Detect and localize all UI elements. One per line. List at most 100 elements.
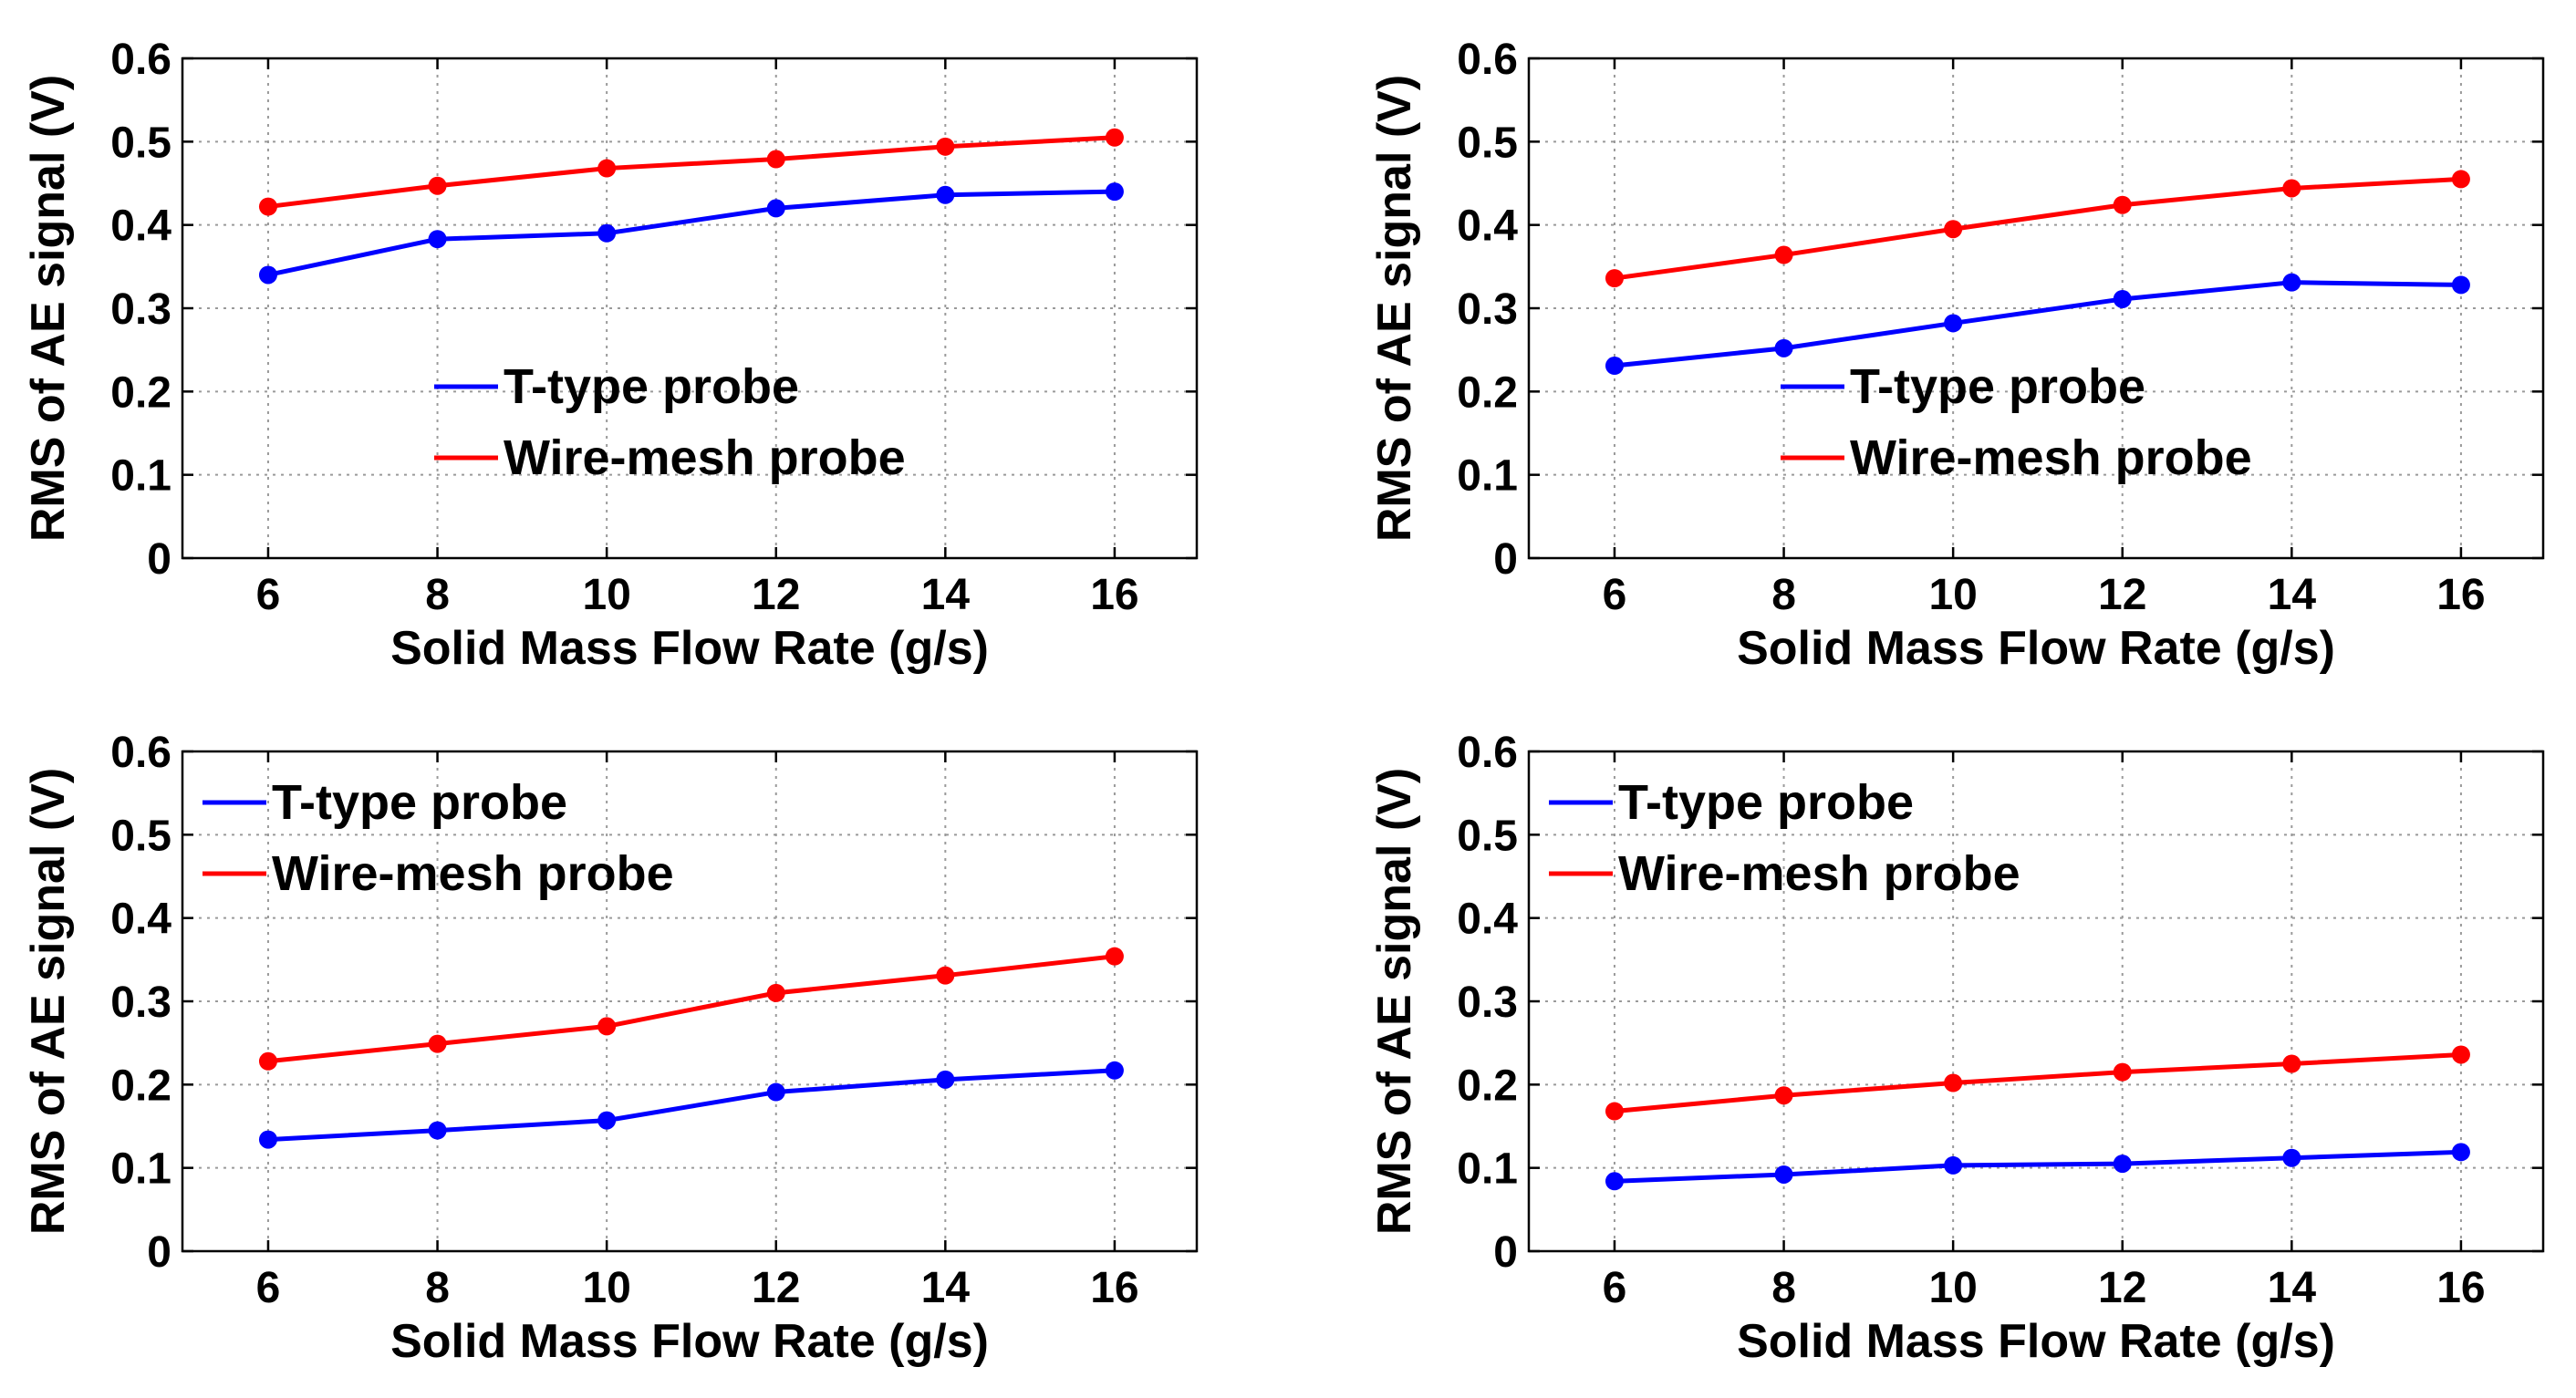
data-point-1 [1774, 1165, 1793, 1184]
y-tick-label: 0.6 [110, 729, 171, 777]
data-point-2 [936, 966, 955, 985]
y-tick-label: 0.2 [1457, 368, 1518, 417]
series-line-1 [1614, 280, 2461, 368]
x-tick-label: 14 [2268, 1264, 2317, 1312]
x-tick-label: 16 [1090, 1264, 1138, 1312]
y-tick-label: 0.2 [110, 1061, 171, 1110]
y-tick-label: 0.5 [1457, 812, 1518, 860]
plot-area [1529, 58, 2543, 558]
data-point-2 [2282, 1054, 2301, 1073]
data-point-2 [2451, 170, 2470, 189]
data-point-2 [428, 176, 447, 195]
x-tick-label: 6 [1603, 1264, 1627, 1312]
data-point-2 [597, 159, 617, 178]
data-point-2 [766, 150, 785, 169]
x-tick-label: 8 [1771, 1264, 1796, 1312]
x-tick-label: 10 [582, 571, 630, 619]
y-axis-label: RMS of AE signal (V) [1368, 768, 1421, 1235]
legend-label-1: T-type probe [1618, 775, 1914, 830]
data-point-1 [1944, 1155, 1963, 1175]
x-tick-label: 6 [256, 1264, 281, 1312]
y-tick-label: 0.1 [110, 452, 171, 501]
x-tick-label: 12 [752, 571, 800, 619]
y-axis-label: RMS of AE signal (V) [22, 75, 75, 542]
chart-panel-3: 6 8 10 12 14 16 0 0.1 0.2 0.3 0.4 0.5 0.6 Solid Mass … [22, 729, 1199, 1368]
series-line-1 [1614, 1149, 2462, 1184]
x-axis-label: Solid Mass Flow Rate (g/s) [390, 622, 989, 675]
y-tick-label: 0.1 [110, 1145, 171, 1194]
data-point-1 [2451, 1143, 2470, 1162]
x-tick-label: 10 [1928, 571, 1977, 619]
data-point-1 [1944, 314, 1963, 333]
data-point-1 [1105, 1061, 1124, 1080]
plot-area [182, 751, 1197, 1251]
data-point-1 [1605, 1172, 1624, 1191]
data-point-1 [2113, 289, 2132, 308]
legend-label-1: T-type probe [272, 775, 567, 830]
x-axis-label: Solid Mass Flow Rate (g/s) [1737, 1315, 2335, 1368]
legend: T-type probe Wire-mesh probe [434, 359, 906, 485]
y-tick-label: 0 [1493, 535, 1518, 584]
y-tick-label: 0.3 [110, 979, 171, 1027]
data-point-1 [597, 223, 617, 243]
y-tick-label: 0.3 [110, 285, 171, 334]
x-tick-label: 14 [921, 1264, 971, 1312]
y-tick-label: 0.2 [110, 368, 171, 417]
legend-label-2: Wire-mesh probe [504, 430, 906, 485]
data-point-1 [597, 1111, 617, 1130]
x-axis-label: Solid Mass Flow Rate (g/s) [1737, 622, 2335, 675]
series-line-1 [267, 1068, 1116, 1143]
data-point-2 [2451, 1045, 2470, 1064]
x-tick-label: 10 [1928, 1264, 1977, 1312]
series-line-2 [267, 954, 1116, 1064]
y-tick-label: 0.3 [1457, 285, 1518, 334]
data-point-2 [936, 137, 955, 156]
chart-panel-4: 6 8 10 12 14 16 0 0.1 0.2 0.3 0.4 0.5 0.6 Solid Mass … [1368, 729, 2545, 1368]
legend: T-type probe Wire-mesh probe [1549, 775, 2020, 901]
data-point-1 [258, 1130, 277, 1149]
data-point-2 [1774, 1086, 1793, 1105]
y-tick-label: 0.4 [1457, 202, 1518, 251]
y-tick-label: 0.6 [110, 36, 171, 84]
data-point-2 [1605, 1102, 1624, 1121]
y-tick-label: 0.4 [110, 896, 171, 944]
x-tick-label: 10 [582, 1264, 630, 1312]
chart-panel-1: 6 8 10 12 14 16 0 0.1 0.2 0.3 0.4 0.5 0.6 Solid Mass … [22, 36, 1199, 675]
series-line-2 [1614, 1051, 2462, 1114]
y-tick-label: 0.5 [110, 812, 171, 860]
legend: T-type probe Wire-mesh probe [203, 775, 674, 901]
legend-label-1: T-type probe [504, 359, 799, 414]
data-point-1 [2113, 1155, 2132, 1174]
data-point-2 [258, 1051, 277, 1071]
data-point-2 [1944, 1073, 1963, 1093]
data-point-2 [258, 197, 277, 216]
data-point-1 [258, 265, 277, 285]
y-tick-label: 0 [1493, 1228, 1518, 1277]
y-tick-label: 0.2 [1457, 1061, 1518, 1110]
legend: T-type probe Wire-mesh probe [1781, 359, 2252, 485]
data-point-2 [1774, 245, 1793, 264]
y-tick-label: 0 [147, 1228, 171, 1277]
data-point-1 [428, 230, 447, 249]
y-tick-label: 0.5 [1457, 119, 1518, 167]
x-tick-label: 16 [2436, 1264, 2485, 1312]
x-tick-label: 8 [425, 571, 450, 619]
y-tick-label: 0.5 [110, 119, 171, 167]
x-tick-label: 12 [2098, 571, 2146, 619]
y-tick-label: 0.1 [1457, 1145, 1518, 1194]
legend-label-1: T-type probe [1850, 359, 2145, 414]
data-point-1 [936, 185, 955, 204]
data-point-2 [1105, 128, 1124, 147]
chart-panel-2: 6 8 10 12 14 16 0 0.1 0.2 0.3 0.4 0.5 0.6 Solid Mass … [1368, 36, 2545, 675]
x-tick-label: 8 [1771, 571, 1796, 619]
x-axis-label: Solid Mass Flow Rate (g/s) [390, 1315, 989, 1368]
data-point-2 [766, 983, 785, 1002]
data-point-2 [597, 1017, 617, 1036]
data-point-1 [1774, 338, 1793, 357]
data-point-1 [766, 1082, 785, 1102]
data-point-2 [428, 1034, 447, 1053]
data-point-1 [1605, 357, 1624, 376]
y-tick-label: 0.4 [1457, 896, 1518, 944]
data-point-1 [2451, 275, 2470, 295]
